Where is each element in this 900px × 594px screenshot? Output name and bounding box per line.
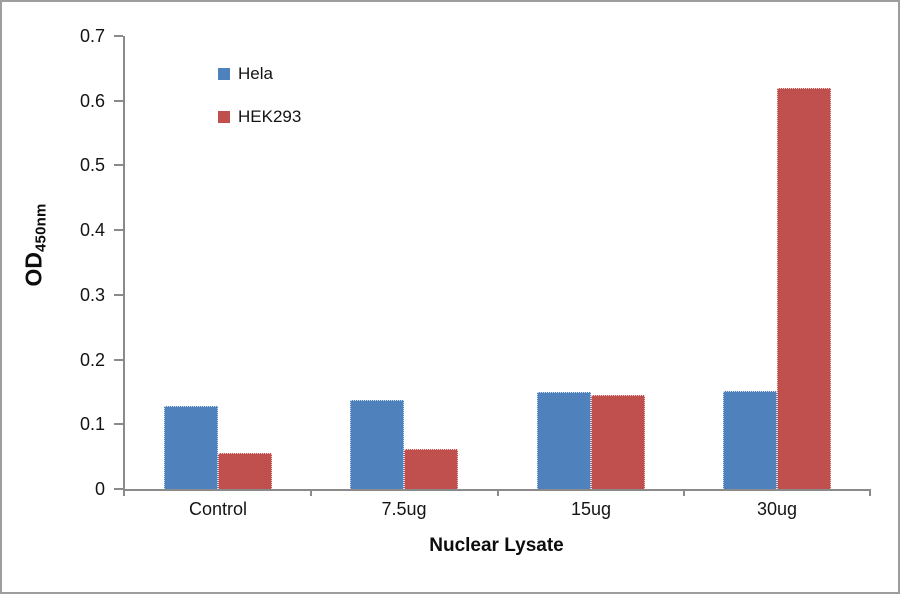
legend-item-hek293: HEK293 xyxy=(218,108,301,126)
y-axis-tick-label: 0.7 xyxy=(79,26,105,46)
legend-label-hek293: HEK293 xyxy=(238,107,302,126)
x-category-label: Control xyxy=(188,499,248,519)
y-axis-tick xyxy=(114,35,123,37)
legend-swatch-hek293 xyxy=(218,111,230,123)
y-axis-tick xyxy=(114,229,123,231)
x-axis-tick xyxy=(497,489,499,496)
bar-hela-control xyxy=(164,406,218,489)
bar-hela-7.5ug xyxy=(350,400,404,489)
plot-area: 0 0.1 0.2 0.3 0.4 0.5 0.6 0.7 Control 7.5ug 15ug 30… xyxy=(80,26,871,519)
y-axis-tick-label: 0.3 xyxy=(79,285,105,305)
y-axis-tick xyxy=(114,100,123,102)
x-axis-tick xyxy=(683,489,685,496)
x-category-label: 30ug xyxy=(756,499,798,519)
legend-item-hela: Hela xyxy=(218,65,273,83)
y-axis-tick xyxy=(114,423,123,425)
legend-swatch-hela xyxy=(218,68,230,80)
bar-hela-15ug xyxy=(537,392,591,489)
bar-hek293-control xyxy=(218,453,272,489)
y-axis-tick-label: 0.2 xyxy=(79,350,105,370)
y-axis-tick-label: 0.4 xyxy=(79,220,105,240)
legend-label-hela: Hela xyxy=(238,64,273,83)
bar-hek293-7.5ug xyxy=(404,449,458,489)
bar-hela-30ug xyxy=(723,391,777,489)
y-axis-tick xyxy=(114,164,123,166)
x-axis-tick xyxy=(869,489,871,496)
bar-hek293-15ug xyxy=(591,395,645,489)
y-axis-tick-label: 0.5 xyxy=(79,155,105,175)
x-category-label: 7.5ug xyxy=(381,499,427,519)
y-axis-title-subscript: 450nm xyxy=(32,203,50,253)
x-axis-tick xyxy=(310,489,312,496)
x-category-label: 15ug xyxy=(570,499,612,519)
y-axis-tick-label: 0.1 xyxy=(79,414,105,434)
y-axis-tick xyxy=(114,294,123,296)
x-axis-title: Nuclear Lysate xyxy=(429,535,564,556)
y-axis-title: OD450nm xyxy=(21,203,50,286)
y-axis-title-main: OD xyxy=(20,252,47,287)
y-axis-tick-label: 0.6 xyxy=(79,91,105,111)
y-axis-tick-label: 0 xyxy=(94,479,105,499)
y-axis-tick xyxy=(114,488,123,490)
y-axis-tick xyxy=(114,359,123,361)
bar-hek293-30ug xyxy=(777,88,831,489)
x-axis-tick xyxy=(123,489,125,496)
